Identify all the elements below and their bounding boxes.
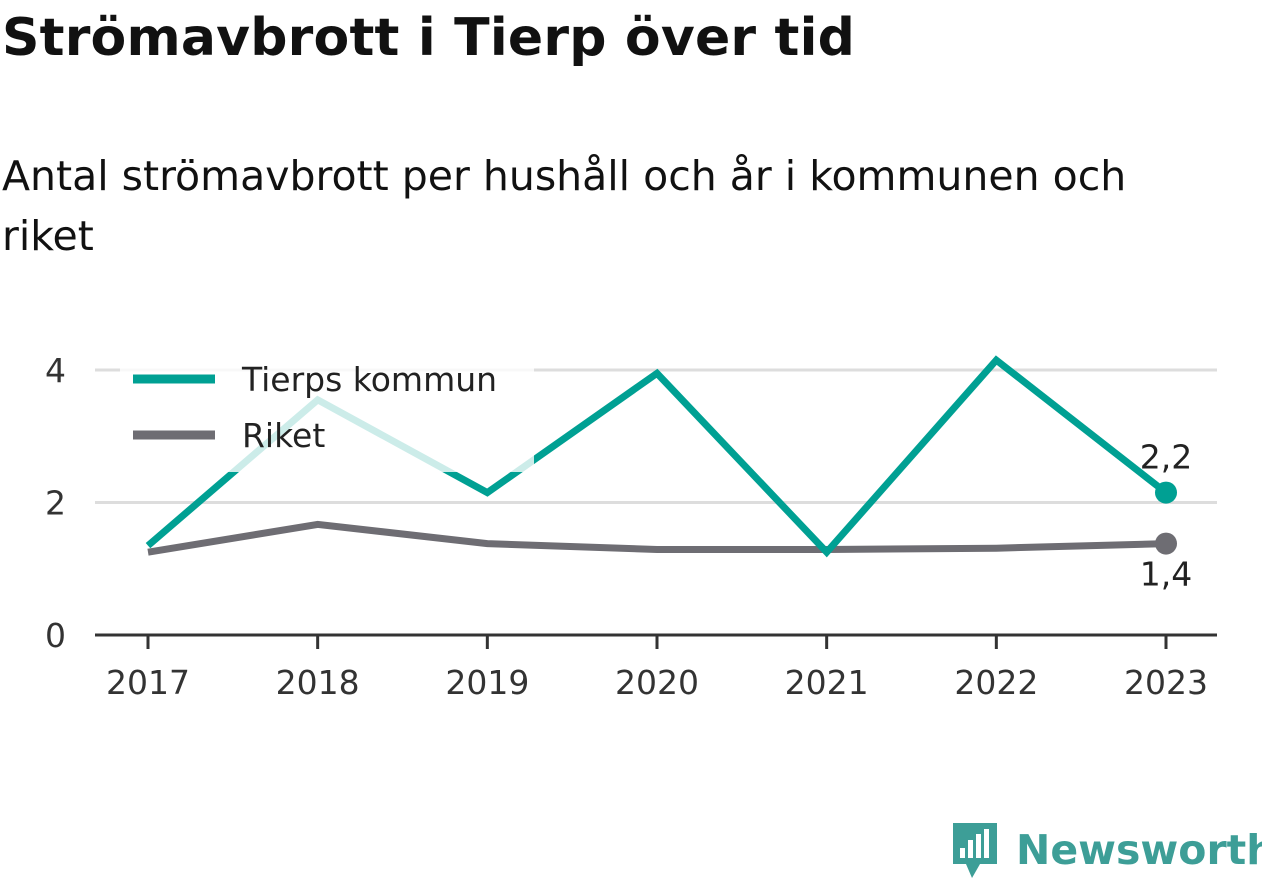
newsworthy-logo: Newsworthy xyxy=(950,818,1262,882)
x-tick-label: 2022 xyxy=(954,663,1038,702)
chart-title: Strömavbrott i Tierp över tid xyxy=(2,8,856,68)
legend-label: Riket xyxy=(242,416,325,455)
end-value-label: 2,2 xyxy=(1140,438,1192,477)
x-axis: 2017 2018 2019 2020 2021 2022 2023 xyxy=(106,635,1208,702)
x-tick-label: 2023 xyxy=(1124,663,1208,702)
logo-bar-2 xyxy=(968,840,973,858)
logo-bar-1 xyxy=(960,848,965,858)
x-tick-label: 2019 xyxy=(445,663,529,702)
logo-badge-shape xyxy=(953,823,997,878)
legend-label: Tierps kommun xyxy=(241,360,497,399)
legend-backdrop xyxy=(120,352,534,472)
x-tick-label: 2017 xyxy=(106,663,190,702)
y-tick-label: 4 xyxy=(45,351,66,390)
series-line-riket xyxy=(147,520,1167,556)
x-tick-label: 2018 xyxy=(276,663,360,702)
end-point-marker xyxy=(1155,532,1177,555)
newsworthy-logo-icon xyxy=(953,823,997,878)
legend: Tierps kommun Riket xyxy=(120,352,534,472)
end-point-marker xyxy=(1155,481,1177,504)
y-tick-label: 0 xyxy=(45,616,66,655)
y-axis-tick-labels: 0 2 4 xyxy=(45,351,66,655)
end-value-label: 1,4 xyxy=(1140,555,1192,594)
x-tick-label: 2021 xyxy=(785,663,869,702)
y-tick-label: 2 xyxy=(45,484,66,523)
logo-bar-3 xyxy=(976,834,981,858)
logo-bar-4 xyxy=(984,829,989,858)
x-tick-label: 2020 xyxy=(615,663,699,702)
brand-name: Newsworthy xyxy=(1016,826,1262,874)
chart-subtitle: Antal strömavbrott per hushåll och år i … xyxy=(2,152,1127,260)
end-point-markers: 2,2 1,4 xyxy=(1140,438,1192,594)
